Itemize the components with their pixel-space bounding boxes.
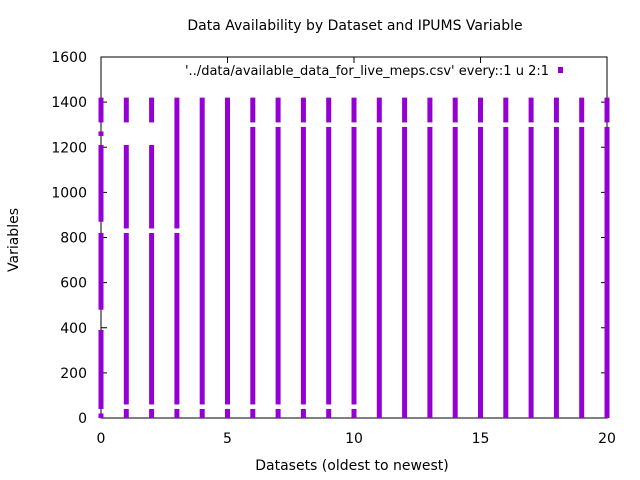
data-point-range-x12 [402,97,408,123]
data-point-range-x1 [123,97,129,123]
y-tick-label: 1200 [51,140,87,156]
y-tick-label: 0 [78,411,87,427]
legend-entry-label: '../data/available_data_for_live_meps.cs… [185,64,549,79]
data-point-range-x7 [275,126,281,405]
y-tick-label: 200 [60,366,87,382]
data-point-range-x18 [553,97,559,123]
data-point-range-x19 [579,97,585,123]
series-layer [98,97,610,418]
data-point-range-x8 [300,408,306,418]
data-point-range-x14 [452,126,458,418]
x-tick-label: 0 [97,431,106,447]
data-point-range-x6 [250,97,256,123]
data-point-range-x9 [326,97,332,123]
data-point-range-x14 [452,97,458,123]
data-point-range-x3 [174,97,180,229]
data-point-range-x4 [199,97,205,405]
y-tick-label: 600 [60,276,87,292]
data-point-range-x0 [98,232,104,310]
data-point-range-x5 [225,97,230,405]
y-tick-label: 1000 [51,185,87,201]
data-point-range-x13 [427,126,433,418]
data-point-range-x7 [275,97,281,123]
data-point-range-x3 [174,408,180,418]
data-point-range-x2 [149,408,155,418]
x-tick-label: 15 [472,431,490,447]
y-tick-label: 400 [60,321,87,337]
data-point-range-x17 [528,126,534,418]
data-point-range-x7 [275,408,281,418]
data-point-range-x6 [250,408,256,418]
y-tick-label: 800 [60,231,87,247]
legend: '../data/available_data_for_live_meps.cs… [185,64,563,79]
data-point-range-x0 [98,131,104,136]
data-point-range-x15 [478,97,483,123]
data-point-range-x1 [123,408,129,418]
data-point-range-x10 [351,126,357,405]
data-point-range-x13 [427,97,433,123]
data-point-range-x4 [199,408,205,418]
chart-title: Data Availability by Dataset and IPUMS V… [187,18,522,34]
data-point-range-x10 [351,97,357,123]
x-tick-label: 20 [598,431,616,447]
data-point-range-x20 [604,126,610,418]
y-tick-label: 1600 [51,50,87,66]
y-axis: 0 200 400 600 800 1000 1200 1400 1600 [51,50,607,427]
data-point-range-x1 [123,144,129,229]
data-point-range-x6 [250,126,256,405]
data-point-range-x0 [98,144,104,222]
data-point-range-x0 [98,330,104,409]
data-point-range-x17 [528,97,534,123]
data-point-range-x18 [553,126,559,418]
data-point-range-x0 [98,97,104,123]
data-point-range-x2 [149,232,155,405]
data-point-range-x0 [98,413,104,418]
data-point-range-x15 [478,126,483,418]
data-point-range-x2 [149,144,155,229]
data-point-range-x5 [225,408,230,418]
data-point-range-x12 [402,126,408,418]
x-tick-label: 10 [345,431,363,447]
legend-marker [558,67,563,73]
data-point-range-x10 [351,408,357,418]
data-point-range-x2 [149,97,155,123]
data-point-range-x11 [376,126,382,418]
data-point-range-x16 [503,97,509,123]
data-point-range-x1 [123,232,129,405]
data-point-range-x16 [503,126,509,418]
data-point-range-x9 [326,126,332,405]
data-point-range-x9 [326,408,332,418]
data-point-range-x3 [174,232,180,405]
y-tick-label: 1400 [51,95,87,111]
data-point-range-x11 [376,97,382,123]
data-point-range-x8 [300,97,306,123]
x-tick-label: 5 [223,431,232,447]
data-point-range-x20 [604,97,610,123]
y-axis-label: Variables [6,208,22,272]
data-point-range-x8 [300,126,306,405]
data-point-range-x19 [579,126,585,418]
x-axis-label: Datasets (oldest to newest) [255,458,449,474]
